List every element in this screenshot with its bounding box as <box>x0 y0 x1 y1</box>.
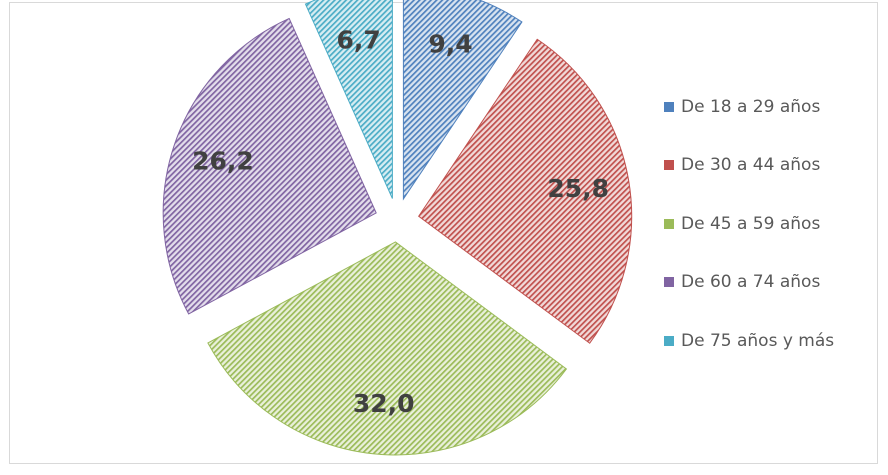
legend-item-3: De 45 a 59 años <box>664 213 834 234</box>
pie-slice-5 <box>304 0 393 199</box>
pie-slice-4 <box>162 17 377 315</box>
data-label-4: 26,2 <box>192 146 254 175</box>
legend-swatch <box>664 335 674 346</box>
legend-label: De 75 años y más <box>681 330 835 351</box>
data-label-2: 25,8 <box>547 174 609 203</box>
data-label-1: 9,4 <box>428 30 472 59</box>
chart-legend: De 18 a 29 años De 30 a 44 años De 45 a 59… <box>664 96 834 351</box>
legend-label: De 30 a 44 años <box>681 155 821 176</box>
pie-slices <box>162 0 633 456</box>
pie-slice-3 <box>207 241 568 456</box>
pie-data-labels: 9,4 25,8 32,0 26,2 6,7 <box>192 26 609 418</box>
legend-label: De 18 a 29 años <box>681 96 821 117</box>
legend-label: De 45 a 59 años <box>681 213 821 234</box>
legend-item-2: De 30 a 44 años <box>664 155 834 176</box>
data-label-3: 32,0 <box>353 389 415 418</box>
legend-swatch <box>664 101 674 112</box>
legend-item-1: De 18 a 29 años <box>664 96 834 117</box>
legend-label: De 60 a 74 años <box>681 272 821 293</box>
legend-swatch <box>664 218 674 229</box>
legend-item-4: De 60 a 74 años <box>664 272 834 293</box>
pie-slice-1 <box>402 0 523 201</box>
data-label-5: 6,7 <box>336 26 380 55</box>
legend-item-5: De 75 años y más <box>664 330 834 351</box>
legend-swatch <box>664 160 674 171</box>
legend-swatch <box>664 277 674 288</box>
pie-slice-2 <box>417 38 633 344</box>
